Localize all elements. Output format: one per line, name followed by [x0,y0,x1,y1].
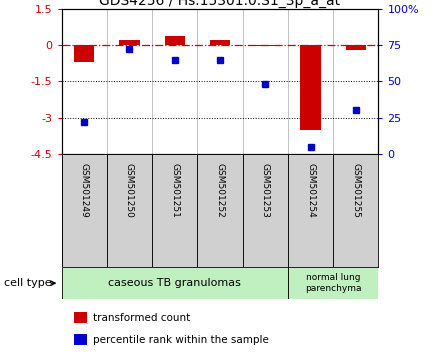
Text: GSM501251: GSM501251 [170,163,179,218]
Bar [288,154,333,267]
Bar [255,45,275,46]
Bar [152,154,198,267]
Bar [74,312,87,323]
Bar [62,154,107,267]
Bar [119,40,139,45]
Bar [301,45,321,130]
Bar [210,40,230,45]
Text: percentile rank within the sample: percentile rank within the sample [93,335,269,345]
Bar [74,45,95,62]
Text: cell type: cell type [4,278,52,288]
Text: GSM501255: GSM501255 [351,163,360,218]
Bar [74,334,87,345]
Text: normal lung
parenchyma: normal lung parenchyma [305,274,361,293]
Text: caseous TB granulomas: caseous TB granulomas [108,278,241,288]
Bar [333,154,378,267]
Bar [242,154,288,267]
Text: GSM501254: GSM501254 [306,163,315,218]
Text: GSM501252: GSM501252 [216,163,224,218]
Text: GSM501253: GSM501253 [261,163,270,218]
Text: GSM501250: GSM501250 [125,163,134,218]
Bar [198,154,242,267]
Bar [288,267,378,299]
Bar [107,154,152,267]
Bar [345,45,366,51]
Bar [165,36,185,45]
Title: GDS4256 / Hs.15301.0.S1_3p_a_at: GDS4256 / Hs.15301.0.S1_3p_a_at [99,0,341,8]
Bar [62,267,288,299]
Text: transformed count: transformed count [93,313,191,323]
Text: GSM501249: GSM501249 [80,163,89,218]
